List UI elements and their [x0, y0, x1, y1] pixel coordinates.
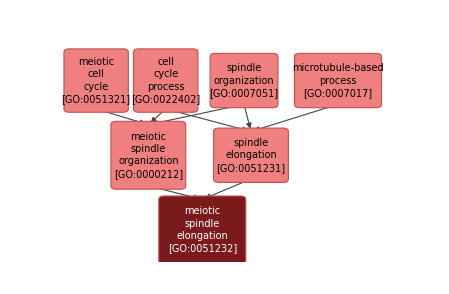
FancyBboxPatch shape	[210, 54, 278, 108]
FancyBboxPatch shape	[295, 54, 382, 108]
Text: spindle
organization
[GO:0007051]: spindle organization [GO:0007051]	[210, 63, 278, 98]
Text: meiotic
spindle
elongation
[GO:0051232]: meiotic spindle elongation [GO:0051232]	[167, 206, 237, 253]
FancyBboxPatch shape	[159, 196, 246, 264]
Text: spindle
elongation
[GO:0051231]: spindle elongation [GO:0051231]	[216, 138, 286, 173]
FancyBboxPatch shape	[133, 49, 198, 112]
Text: meiotic
cell
cycle
[GO:0051321]: meiotic cell cycle [GO:0051321]	[62, 57, 131, 104]
Text: microtubule-based
process
[GO:0007017]: microtubule-based process [GO:0007017]	[292, 63, 384, 98]
FancyBboxPatch shape	[214, 128, 288, 182]
FancyBboxPatch shape	[111, 121, 186, 189]
Text: cell
cycle
process
[GO:0022402]: cell cycle process [GO:0022402]	[131, 57, 200, 104]
FancyBboxPatch shape	[64, 49, 128, 112]
Text: meiotic
spindle
organization
[GO:0000212]: meiotic spindle organization [GO:0000212…	[114, 132, 183, 179]
